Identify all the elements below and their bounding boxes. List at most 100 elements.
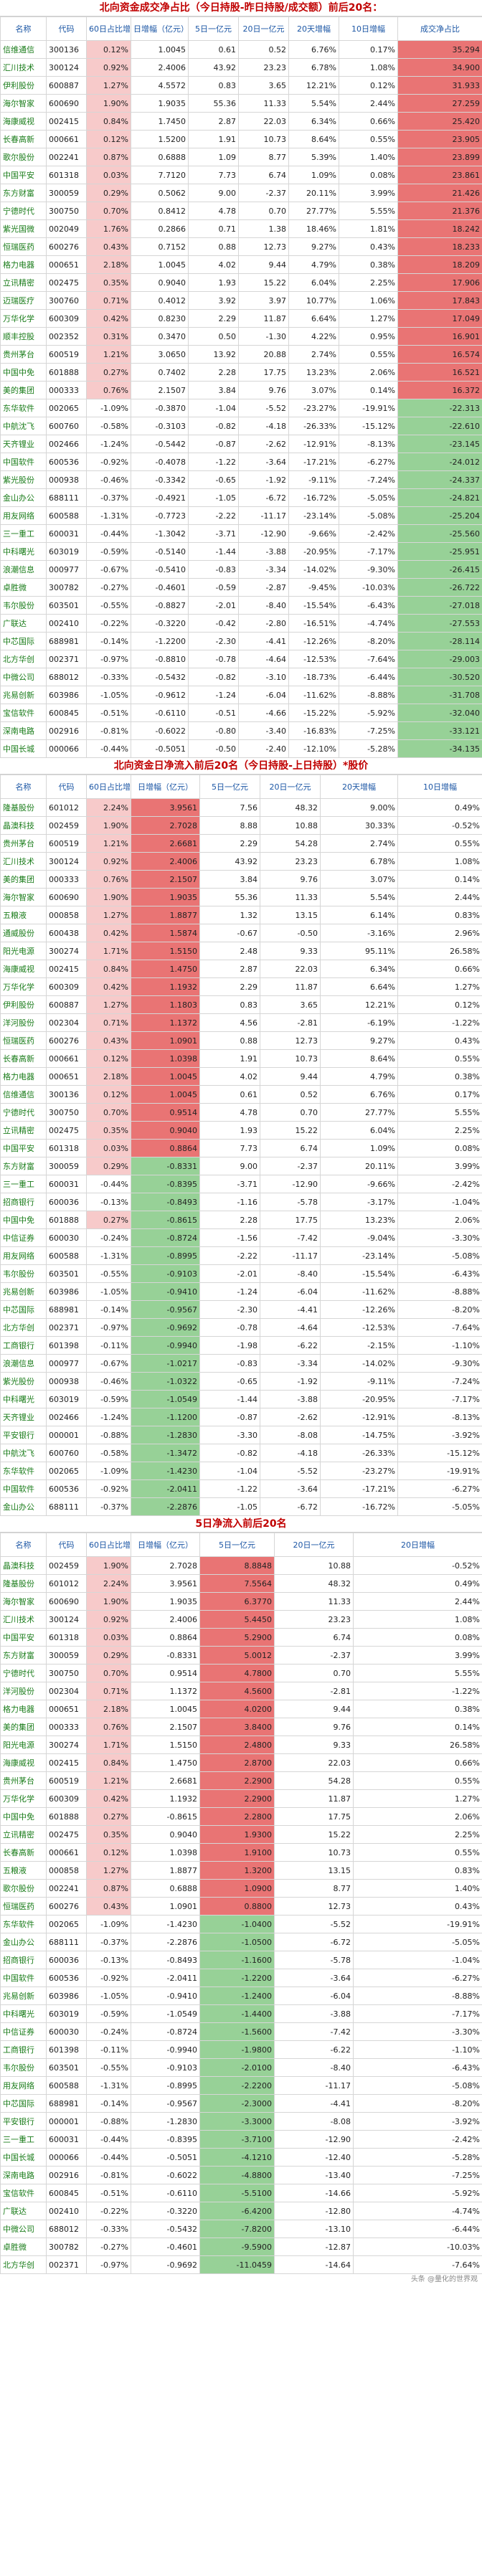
table-cell: 31.933 [397, 76, 482, 95]
stock-name: 深南电路 [0, 721, 47, 740]
table-cell: 17.906 [397, 273, 482, 292]
table-cell: 0.87% [86, 148, 131, 166]
table-cell: 0.70 [238, 202, 289, 220]
table-cell: -0.44% [86, 739, 131, 758]
stock-code: 002410 [46, 614, 87, 633]
table-cell: -28.114 [397, 632, 482, 650]
table-cell: -7.24% [339, 470, 398, 489]
stock-name: 用友网络 [0, 506, 47, 525]
table-row: 工商银行 601398 -0.11% -0.9940 -1.9800 -6.22 -1.10… [0, 2040, 482, 2059]
table-cell: 0.12% [86, 1843, 131, 1862]
stock-name: 阳光电源 [0, 1736, 47, 1754]
table-row: 海尔智家 600690 1.90% 1.9035 55.36 11.33 5.54% 2.44… [0, 94, 482, 113]
table-cell: 3.99% [353, 1646, 482, 1665]
table-row: 海尔智家 600690 1.90% 1.9035 55.36 11.33 5.54% 2.44… [0, 888, 482, 906]
table-cell: 16.574 [397, 345, 482, 364]
table-cell: 2.6681 [131, 1771, 200, 1790]
table-row: 中科曙光 603019 -0.59% -0.5140 -1.44 -3.88 -20.95%… [0, 542, 482, 561]
table-cell: -0.67% [86, 1354, 131, 1373]
stock-code: 300124 [46, 852, 87, 871]
table-cell: 0.70 [274, 1664, 354, 1682]
table-cell: -1.04% [353, 1951, 482, 1969]
table-cell: -4.1210 [199, 2148, 275, 2167]
table-cell: 1.27% [353, 1789, 482, 1808]
table-cell: 2.29 [188, 309, 239, 328]
table-cell: 4.5600 [199, 1682, 275, 1700]
table-cell: -12.53% [320, 1318, 398, 1337]
stock-code: 600030 [46, 2022, 87, 2041]
stock-code: 600690 [46, 888, 87, 906]
table-cell: 0.8412 [131, 202, 189, 220]
table-cell: -0.5410 [131, 560, 189, 579]
table-cell: -0.55% [86, 2058, 131, 2077]
table-cell: -15.12% [397, 1444, 482, 1462]
table-cell: -7.17% [353, 2004, 482, 2023]
stock-name: 东华软件 [0, 1462, 47, 1480]
table-row: 立讯精密 002475 0.35% 0.9040 1.9300 15.22 2.25% [0, 1825, 482, 1844]
table-cell: -0.8724 [131, 1228, 200, 1247]
table-cell: -27.553 [397, 614, 482, 633]
table-cell: -5.92% [339, 704, 398, 722]
stock-name: 金山办公 [0, 1933, 47, 1951]
table-cell: -0.83 [199, 1354, 260, 1373]
table-cell: 6.34% [288, 112, 339, 131]
table-row: 中国中免 601888 0.27% -0.8615 2.2800 17.75 2.06% [0, 1807, 482, 1826]
table-cell: -6.43% [339, 596, 398, 615]
table-cell: -3.30 [199, 1426, 260, 1444]
table-cell: 0.55% [397, 834, 482, 853]
table-cell: -11.0459 [199, 2255, 275, 2274]
table-cell: -0.13% [86, 1193, 131, 1211]
table-cell: 6.04% [320, 1121, 398, 1140]
table-cell: -1.2200 [131, 632, 189, 650]
table-cell: -6.43% [353, 2058, 482, 2077]
table-cell: 1.08% [339, 58, 398, 77]
table-cell: -0.9692 [131, 1318, 200, 1337]
stock-name: 万华化学 [0, 309, 47, 328]
table-row: 迈瑞医疗 300760 0.71% 0.4012 3.92 3.97 10.77% 1.06%… [0, 291, 482, 310]
table-cell: -24.012 [397, 453, 482, 471]
table-cell: -1.0322 [131, 1372, 200, 1391]
table-cell: -16.72% [288, 488, 339, 507]
table-cell: -6.04 [274, 1987, 354, 2005]
stock-name: 中科曙光 [0, 2004, 47, 2023]
table-cell: -0.8493 [131, 1193, 200, 1211]
column-header: 5日一亿元 [199, 775, 260, 799]
table-cell: -5.5100 [199, 2184, 275, 2202]
table-cell: 10.73 [238, 130, 289, 148]
table-cell: 48.32 [274, 1574, 354, 1593]
column-header: 名称 [0, 1533, 47, 1557]
table-cell: 1.27% [86, 1861, 131, 1880]
stock-code: 002371 [46, 650, 87, 668]
table-row: 浪潮信息 000977 -0.67% -0.5410 -0.83 -3.34 -14.02%… [0, 560, 482, 579]
table-row: 韦尔股份 603501 -0.55% -0.9103 -2.0100 -8.40 -6.43… [0, 2058, 482, 2077]
table-cell: -12.80 [274, 2202, 354, 2220]
table-cell: 0.7402 [131, 363, 189, 382]
table-cell: 1.5200 [131, 130, 189, 148]
stock-name: 中科曙光 [0, 542, 47, 561]
table-cell: -0.87 [188, 435, 239, 453]
table-cell: 4.0200 [199, 1700, 275, 1718]
table-cell: -0.88% [86, 1426, 131, 1444]
table-cell: 9.76 [260, 870, 321, 889]
table-cell: 0.49% [353, 1574, 482, 1593]
table-cell: 0.43% [353, 1897, 482, 1916]
table-cell: 12.73 [274, 1897, 354, 1916]
table-cell: 27.77% [288, 202, 339, 220]
table-cell: -0.8493 [131, 1951, 200, 1969]
table-cell: 1.71% [86, 942, 131, 960]
column-header: 日增幅（亿元） [131, 1533, 200, 1557]
table-cell: -5.28% [353, 2148, 482, 2167]
stock-name: 立讯精密 [0, 1825, 47, 1844]
table-cell: -0.52% [397, 816, 482, 835]
table-row: 天齐锂业 002466 -1.24% -0.5442 -0.87 -2.62 -12.91%… [0, 435, 482, 453]
table-cell: -0.97% [86, 650, 131, 668]
table-cell: -2.15% [320, 1336, 398, 1355]
table-cell: 0.76% [86, 381, 131, 399]
table-cell: -1.0217 [131, 1354, 200, 1373]
table-cell: -1.2200 [199, 1969, 275, 1987]
table-cell: -0.51% [86, 2184, 131, 2202]
table-cell: 5.2900 [199, 1628, 275, 1647]
table-cell: -0.9103 [131, 1264, 200, 1283]
stock-code: 603019 [46, 1390, 87, 1408]
table-cell: 1.8877 [131, 1861, 200, 1880]
